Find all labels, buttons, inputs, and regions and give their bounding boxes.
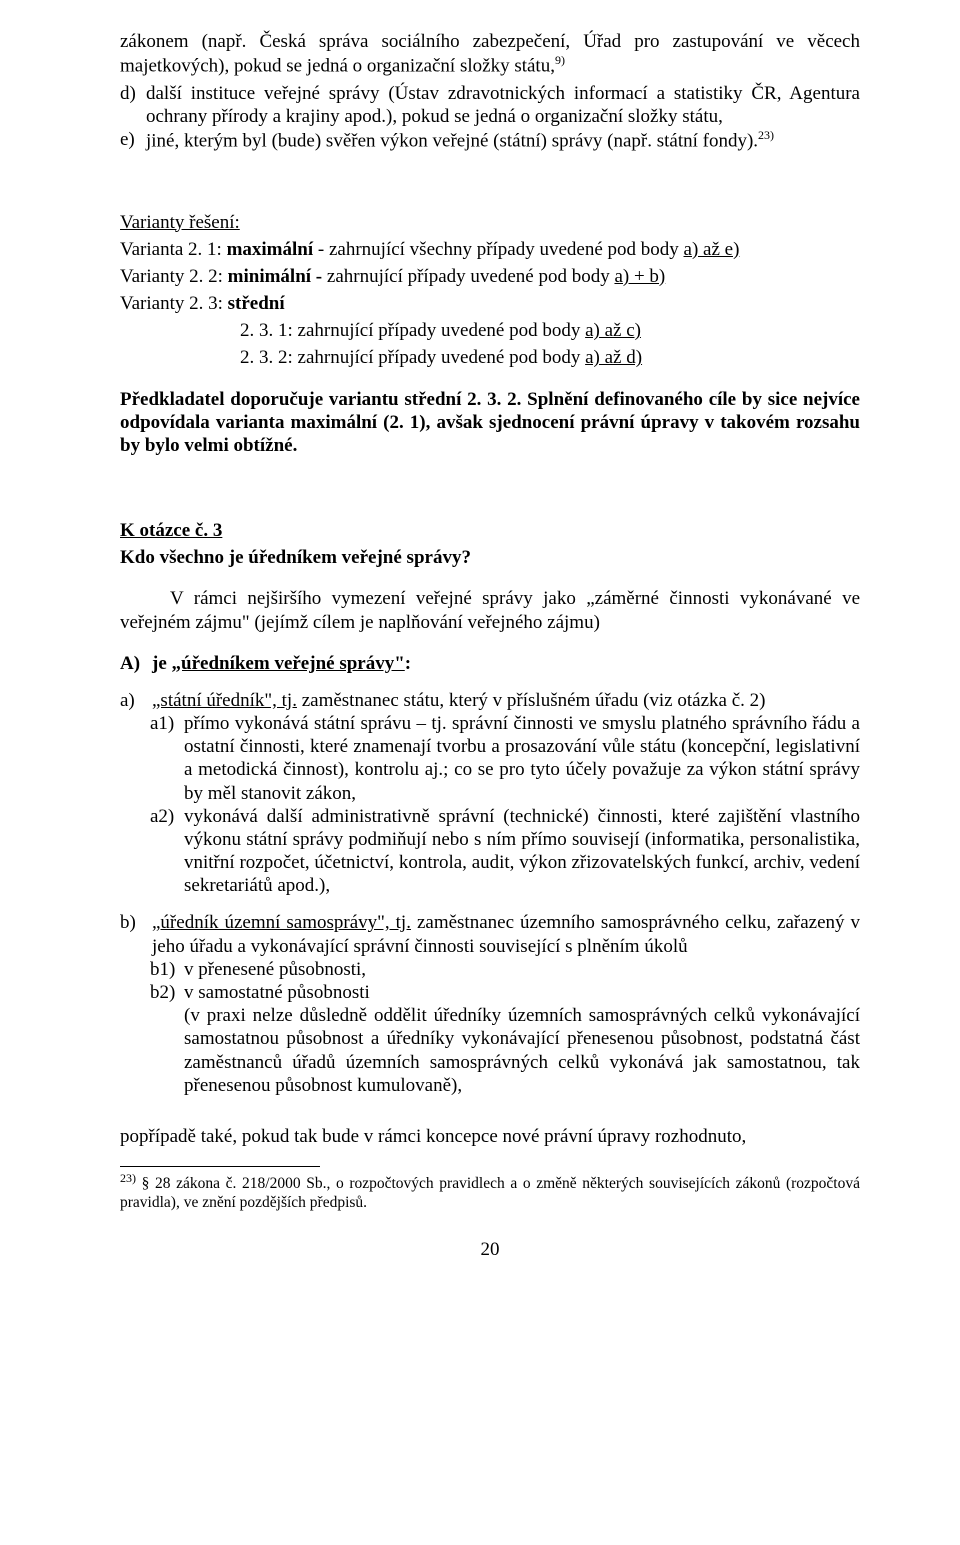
a-lead-underline: „státní úředník", tj. [152, 690, 297, 711]
item-b1: b1) v přenesené působnosti, [120, 958, 860, 981]
v2-bold: minimální - [228, 266, 327, 287]
a1-body: přímo vykonává státní správu – tj. správ… [184, 712, 860, 805]
s1-text: 2. 3. 1: zahrnující případy uvedené pod … [240, 320, 585, 341]
intro-list: zákonem (např. Česká správa sociálního z… [120, 30, 860, 153]
footnote-text: § 28 zákona č. 218/2000 Sb., o rozpočtov… [120, 1175, 860, 1211]
list-marker: e) [120, 128, 146, 151]
b-tail: (v praxi nelze důsledně oddělit úředníky… [120, 1004, 860, 1097]
footnote-separator [120, 1166, 320, 1167]
a2-body: vykonává další administrativně správní (… [184, 805, 860, 898]
item-a2: a2) vykonává další administrativně správ… [120, 805, 860, 898]
b-body: „úředník územní samosprávy", tj. zaměstn… [152, 911, 860, 957]
q3-tail: popřípadě také, pokud tak bude v rámci k… [120, 1125, 860, 1148]
b-lead-underline: „úředník územní samosprávy", tj. [152, 912, 411, 933]
s2-text: 2. 3. 2: zahrnující případy uvedené pod … [240, 347, 585, 368]
list-body: jiné, kterým byl (bude) svěřen výkon veř… [146, 128, 860, 153]
s2-underline: a) až d) [585, 347, 642, 368]
v1-bold: maximální [227, 239, 314, 260]
v2-prefix: Varianty 2. 2: [120, 266, 228, 287]
intro-run-in: zákonem (např. Česká správa sociálního z… [120, 30, 860, 78]
q3-intro: V rámci nejširšího vymezení veřejné sprá… [120, 587, 860, 633]
b2-marker: b2) [150, 981, 184, 1004]
item-a: a) „státní úředník", tj. zaměstnanec stá… [120, 689, 860, 712]
recommendation: Předkladatel doporučuje variantu střední… [120, 388, 860, 458]
s1-underline: a) až c) [585, 320, 641, 341]
variants-block: Varianty řešení: Varianta 2. 1: maximáln… [120, 211, 860, 370]
question-3-label: K otázce č. 3 [120, 519, 860, 542]
v1-prefix: Varianta 2. 1: [120, 239, 227, 260]
v3-prefix: Varianty 2. 3: [120, 293, 228, 314]
v2-mid: zahrnující případy uvedené pod body [327, 266, 615, 287]
footnote-23: 23) § 28 zákona č. 218/2000 Sb., o rozpo… [120, 1171, 860, 1212]
item-b2: b2) v samostatné působnosti [120, 981, 860, 1004]
a2-marker: a2) [150, 805, 184, 828]
page-number: 20 [120, 1238, 860, 1261]
b-marker: b) [120, 911, 152, 934]
list-item-e: e) jiné, kterým byl (bude) svěřen výkon … [120, 128, 860, 153]
v3-bold: střední [228, 293, 285, 314]
variant-3: Varianty 2. 3: střední [120, 292, 860, 315]
footnote-marker: 23) [120, 1171, 136, 1185]
item-A: A) je „úředníkem veřejné správy": [120, 652, 860, 675]
variants-heading: Varianty řešení: [120, 211, 860, 234]
v2-underline: a) + b) [614, 266, 665, 287]
list-body: další instituce veřejné správy (Ústav zd… [146, 82, 860, 128]
b2-body: v samostatné působnosti [184, 981, 860, 1004]
b1-body: v přenesené působnosti, [184, 958, 860, 981]
list-item-d: d) další instituce veřejné správy (Ústav… [120, 82, 860, 128]
A-post: : [405, 653, 411, 674]
e-text: jiné, kterým byl (bude) svěřen výkon veř… [146, 130, 758, 151]
a1-marker: a1) [150, 712, 184, 735]
intro-text: zákonem (např. Česká správa sociálního z… [120, 31, 860, 77]
variant-3-2: 2. 3. 2: zahrnující případy uvedené pod … [120, 346, 860, 369]
A-quote: „úředníkem veřejné správy" [172, 653, 405, 674]
v1-mid: - zahrnující všechny případy uvedené pod… [313, 239, 683, 260]
b1-marker: b1) [150, 958, 184, 981]
v1-underline: a) až e) [684, 239, 740, 260]
question-3-title: Kdo všechno je úředníkem veřejné správy? [120, 546, 860, 569]
A-pre: je [152, 653, 172, 674]
A-marker: A) [120, 652, 152, 675]
item-a1: a1) přímo vykonává státní správu – tj. s… [120, 712, 860, 805]
variant-1: Varianta 2. 1: maximální - zahrnující vš… [120, 238, 860, 261]
variant-2: Varianty 2. 2: minimální - zahrnující př… [120, 265, 860, 288]
list-marker: d) [120, 82, 146, 105]
document-page: zákonem (např. Česká správa sociálního z… [0, 0, 960, 1302]
a-marker: a) [120, 689, 152, 712]
item-b: b) „úředník územní samosprávy", tj. zamě… [120, 911, 860, 957]
variant-3-1: 2. 3. 1: zahrnující případy uvedené pod … [120, 319, 860, 342]
e-sup: 23) [758, 128, 774, 142]
intro-sup: 9) [555, 53, 565, 67]
a-lead-rest: zaměstnanec státu, který v příslušném úř… [297, 690, 766, 711]
a-body: „státní úředník", tj. zaměstnanec státu,… [152, 689, 860, 712]
A-body: je „úředníkem veřejné správy": [152, 652, 860, 675]
